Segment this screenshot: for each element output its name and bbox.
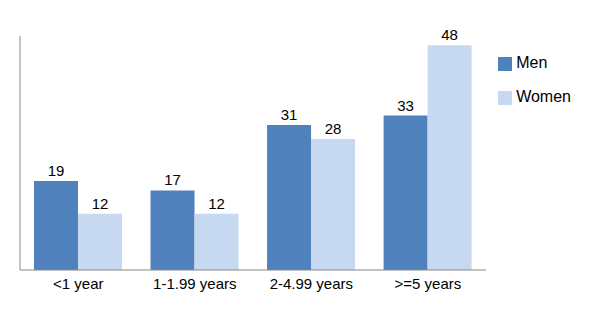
svg-text:1-1.99 years: 1-1.99 years (153, 275, 236, 292)
html-text:Men: Men (516, 54, 548, 71)
html-text:Women: Women (516, 88, 571, 105)
svg-text:>=5 years: >=5 years (395, 275, 462, 292)
svg-text:17: 17 (164, 171, 181, 188)
svg-text:19: 19 (48, 162, 65, 179)
svg-text:31: 31 (281, 106, 298, 123)
svg-text:33: 33 (397, 97, 414, 114)
svg-text:<1 year: <1 year (53, 275, 103, 292)
svg-text:12: 12 (92, 195, 109, 212)
svg-text:48: 48 (441, 26, 458, 43)
svg-text:28: 28 (325, 120, 342, 137)
svg-text:12: 12 (208, 195, 225, 212)
svg-text:2-4.99 years: 2-4.99 years (270, 275, 353, 292)
